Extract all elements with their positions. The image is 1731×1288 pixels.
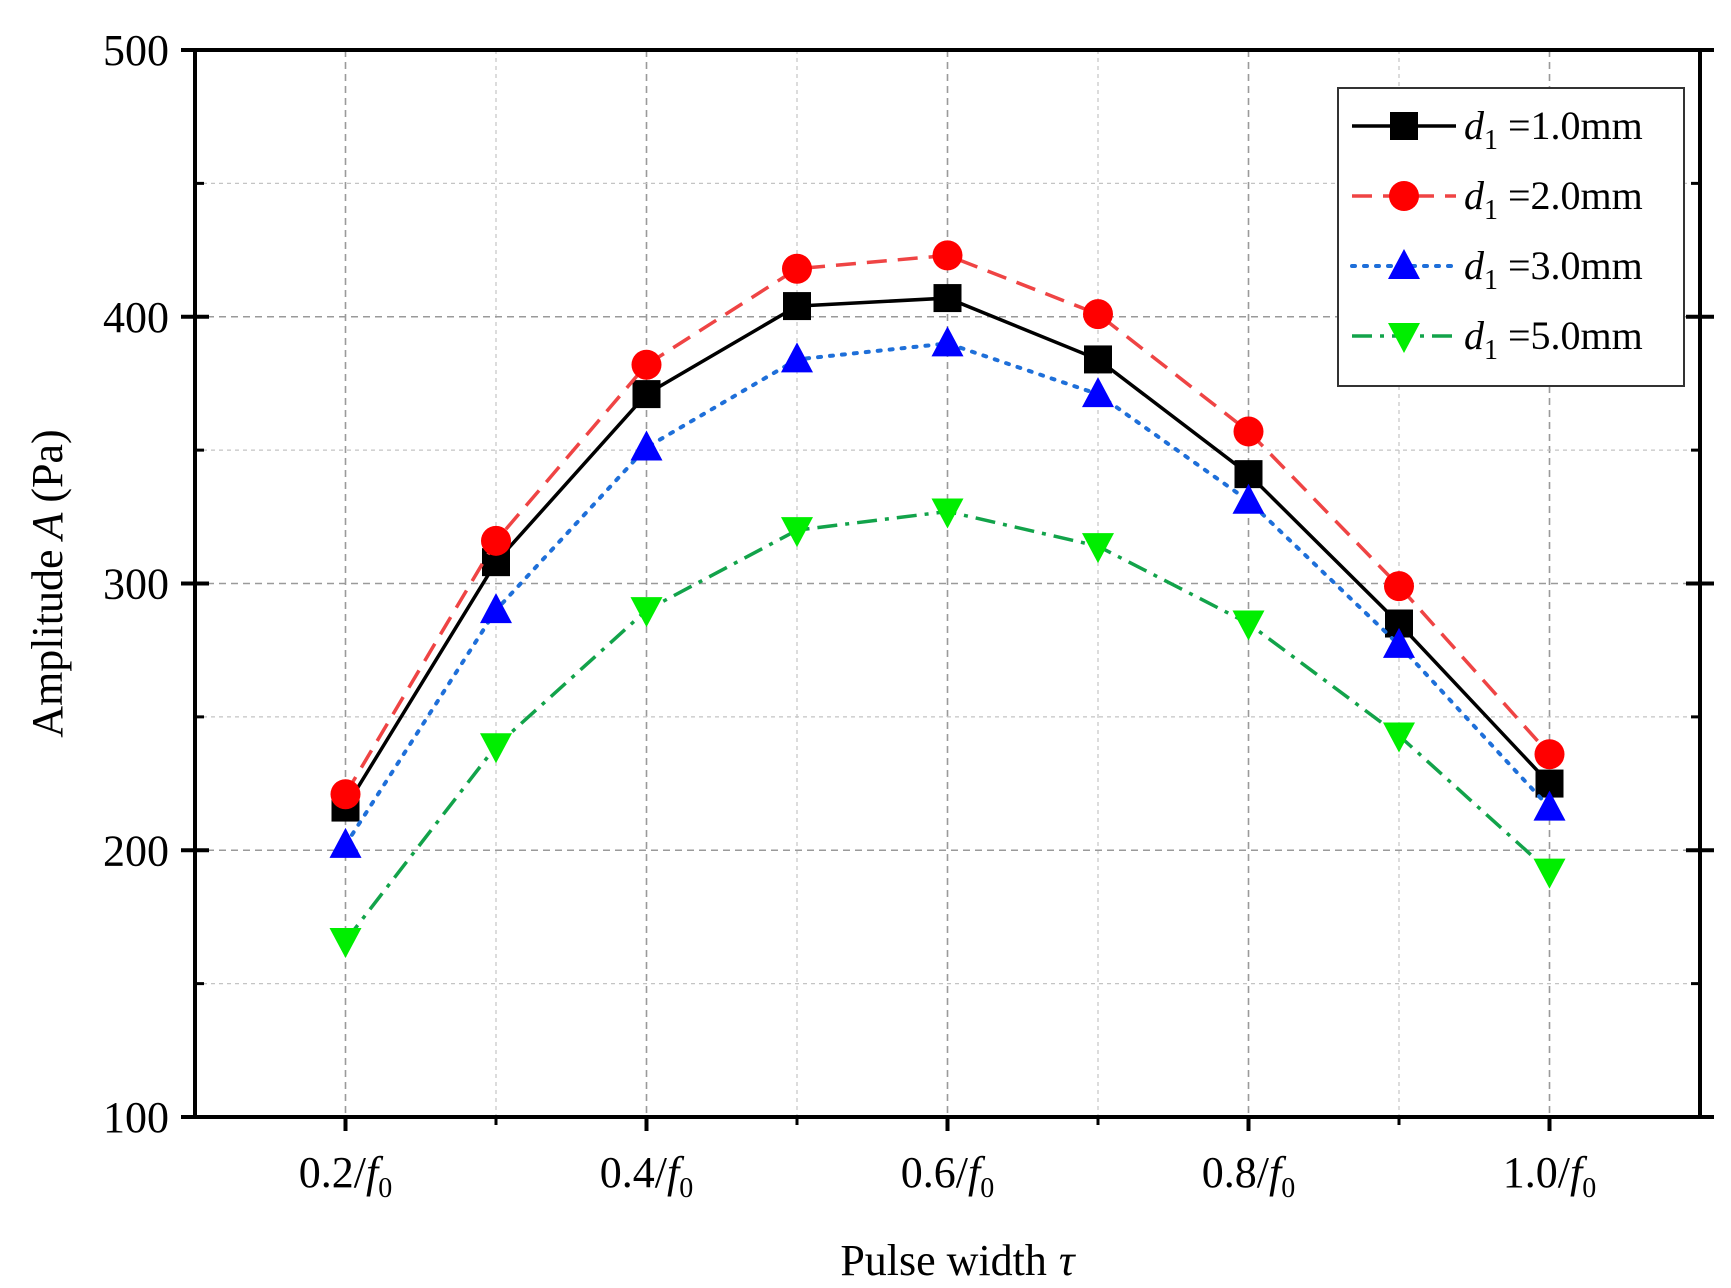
- data-point: [1082, 377, 1114, 408]
- data-point: [632, 380, 661, 409]
- y-axis-title-text: Amplitude: [23, 550, 72, 738]
- x-tick-label: 0.6/f0: [901, 1148, 994, 1204]
- data-point: [781, 342, 813, 373]
- data-point: [1533, 858, 1566, 889]
- data-point: [1383, 722, 1415, 753]
- data-point: [781, 517, 813, 548]
- data-point: [329, 827, 362, 858]
- data-point: [481, 525, 511, 556]
- data-point: [1383, 627, 1415, 658]
- data-point: [1232, 610, 1265, 641]
- data-point: [1534, 739, 1565, 770]
- data-point: [1384, 571, 1414, 602]
- data-point: [1083, 299, 1113, 330]
- x-tick-label: 0.8/f0: [1202, 1148, 1295, 1204]
- data-point: [932, 240, 963, 271]
- data-point: [330, 779, 361, 810]
- y-axis-title-unit: (Pa): [23, 429, 72, 502]
- data-point: [783, 292, 811, 321]
- legend-marker: [1388, 323, 1420, 353]
- legend-marker: [1390, 112, 1418, 140]
- legend-item: d1 =5.0mm: [1352, 313, 1643, 366]
- legend-label: d1 =3.0mm: [1464, 243, 1643, 296]
- y-tick-label: 400: [103, 293, 169, 342]
- data-point: [1082, 533, 1114, 564]
- legend-item: d1 =3.0mm: [1350, 243, 1643, 296]
- y-tick-labels: 100 200 300 400 500: [103, 26, 169, 1142]
- data-point: [931, 326, 964, 357]
- series-4: [329, 498, 1566, 958]
- x-axis-title-text: Pulse width: [840, 1236, 1047, 1285]
- x-axis-title-symbol: τ: [1059, 1236, 1077, 1285]
- legend-item: d1 =2.0mm: [1352, 173, 1643, 226]
- series-3: [329, 326, 1566, 858]
- x-axis-title: Pulse width τ: [840, 1236, 1077, 1285]
- y-tick-label: 300: [103, 560, 169, 609]
- data-point: [631, 349, 662, 380]
- data-point: [480, 733, 512, 764]
- legend-item: d1 =1.0mm: [1352, 103, 1643, 156]
- y-axis-title: Amplitude A (Pa): [23, 429, 72, 737]
- data-point: [630, 430, 663, 461]
- data-point: [933, 284, 962, 313]
- y-tick-label: 200: [103, 826, 169, 875]
- axis-ticks: [181, 48, 1714, 1131]
- legend-label: d1 =5.0mm: [1464, 313, 1643, 366]
- y-axis-title-symbol: A: [23, 512, 72, 543]
- series-1: [331, 284, 1564, 822]
- data-point: [1233, 416, 1264, 447]
- x-tick-label: 1.0/f0: [1503, 1148, 1596, 1204]
- x-tick-label: 0.2/f0: [299, 1148, 392, 1204]
- legend-label: d1 =1.0mm: [1464, 103, 1643, 156]
- data-point: [1234, 460, 1263, 489]
- legend-marker: [1388, 249, 1420, 279]
- data-point: [480, 593, 512, 624]
- x-tick-label: 0.4/f0: [600, 1148, 693, 1204]
- data-point: [1533, 790, 1566, 821]
- legend: d1 =1.0mm d1 =2.0mm d1 =3.0mm d1 =5.0mm: [1337, 87, 1685, 387]
- y-tick-label: 100: [103, 1093, 169, 1142]
- legend-label: d1 =2.0mm: [1464, 173, 1643, 226]
- x-tick-labels: 0.2/f0 0.4/f0 0.6/f0 0.8/f0 1.0/f0: [299, 1148, 1596, 1204]
- data-point: [329, 927, 362, 958]
- series-2: [330, 240, 1565, 810]
- data-point: [630, 597, 663, 628]
- y-tick-label: 500: [103, 26, 169, 75]
- data-point: [1084, 345, 1112, 374]
- data-point: [931, 498, 964, 529]
- data-point: [1232, 483, 1265, 514]
- series-layer: [329, 240, 1566, 958]
- data-point: [782, 253, 812, 284]
- legend-marker: [1389, 181, 1419, 211]
